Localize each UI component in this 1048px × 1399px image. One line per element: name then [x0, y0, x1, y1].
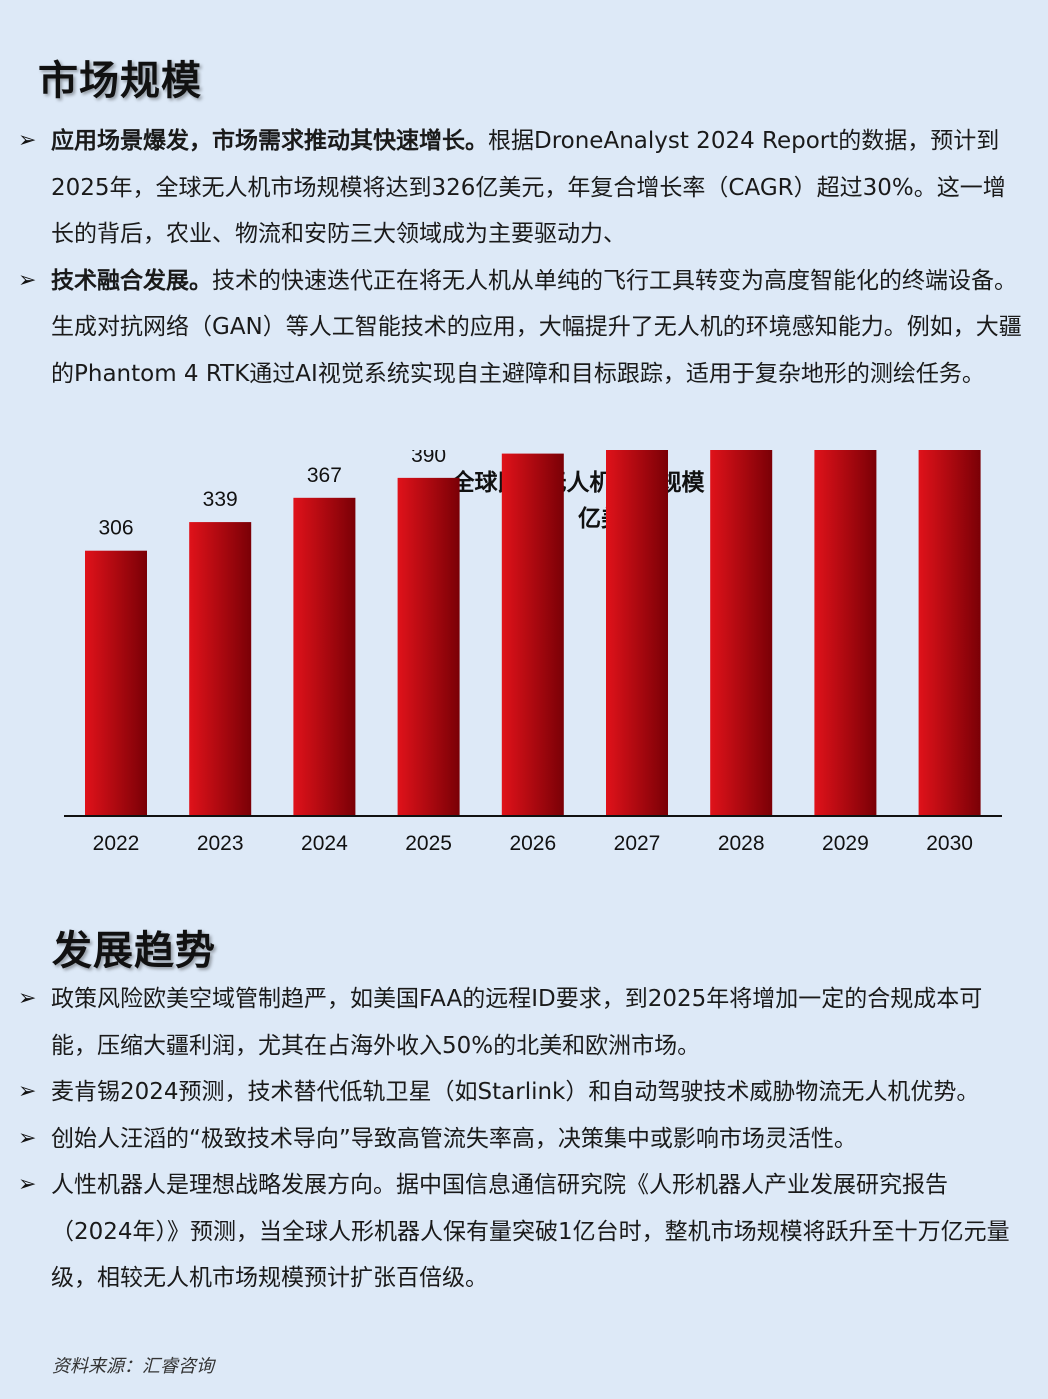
bar-2024	[293, 497, 356, 816]
x-tick-label-2029: 2029	[822, 832, 869, 855]
market-size-bullets: ➢ 应用场景爆发，市场需求推动其快速增长。根据DroneAnalyst 2024…	[18, 118, 1028, 397]
arrow-bullet-icon: ➢	[18, 1079, 37, 1104]
x-tick-label-2022: 2022	[93, 832, 140, 855]
x-tick-label-2025: 2025	[405, 832, 452, 855]
data-label-2023: 339	[203, 488, 238, 511]
bar-2030	[918, 450, 981, 816]
bullet-item: ➢ 技术融合发展。技术的快速迭代正在将无人机从单纯的飞行工具转变为高度智能化的终…	[18, 258, 1028, 398]
x-tick-label-2026: 2026	[509, 832, 556, 855]
x-tick-label-2028: 2028	[718, 832, 765, 855]
arrow-bullet-icon: ➢	[18, 1125, 37, 1151]
bullet-text: 技术的快速迭代正在将无人机从单纯的飞行工具转变为高度智能化的终端设备。生成对抗网…	[51, 267, 1022, 387]
section-title-trends: 发展趋势	[52, 927, 216, 974]
x-tick-label-2030: 2030	[926, 832, 973, 855]
bullet-item: ➢ 应用场景爆发，市场需求推动其快速增长。根据DroneAnalyst 2024…	[18, 118, 1028, 258]
market-size-bar-chart: 全球民用无人机市场规模 单位：亿美元 306202233920233672024…	[64, 450, 1002, 855]
bullet-text: 麦肯锡2024预测，技术替代低轨卫星（如Starlink）和自动驾驶技术威胁物流…	[51, 1079, 980, 1105]
arrow-bullet-icon: ➢	[18, 1172, 37, 1197]
bar-2023	[189, 522, 252, 816]
bar-2025	[397, 477, 460, 816]
trend-bullets: ➢ 政策风险欧美空域管制趋严，如美国FAA的远程ID要求，到2025年将增加一定…	[18, 976, 1028, 1302]
bullet-lead: 技术融合发展。	[51, 267, 212, 294]
x-tick-label-2024: 2024	[301, 832, 348, 855]
data-label-2024: 367	[307, 464, 342, 487]
bullet-item: ➢ 麦肯锡2024预测，技术替代低轨卫星（如Starlink）和自动驾驶技术威胁…	[18, 1069, 1028, 1116]
bullet-item: ➢ 人性机器人是理想战略发展方向。据中国信息通信研究院《人形机器人产业发展研究报…	[18, 1162, 1028, 1302]
bullet-item: ➢ 政策风险欧美空域管制趋严，如美国FAA的远程ID要求，到2025年将增加一定…	[18, 976, 1028, 1069]
section-title-market-size: 市场规模	[38, 57, 202, 104]
data-label-2022: 306	[98, 517, 133, 540]
bar-2026	[501, 453, 564, 816]
bar-2029	[814, 450, 877, 816]
source-note: 资料来源：汇睿咨询	[52, 1356, 214, 1377]
arrow-bullet-icon: ➢	[18, 267, 37, 293]
bar-group: 3062022339202336720243902025418202645220…	[85, 450, 981, 855]
bullet-item: ➢ 创始人汪滔的“极致技术导向”导致高管流失率高，决策集中或影响市场灵活性。	[18, 1116, 1028, 1163]
bullet-text: 政策风险欧美空域管制趋严，如美国FAA的远程ID要求，到2025年将增加一定的合…	[51, 986, 983, 1059]
bar-2022	[85, 550, 147, 816]
x-tick-label-2023: 2023	[197, 832, 244, 855]
bullet-text: 创始人汪滔的“极致技术导向”导致高管流失率高，决策集中或影响市场灵活性。	[51, 1125, 857, 1152]
bar-2027	[606, 450, 668, 816]
arrow-bullet-icon: ➢	[18, 986, 37, 1011]
arrow-bullet-icon: ➢	[18, 128, 37, 153]
bar-2028	[710, 450, 773, 816]
x-tick-label-2027: 2027	[614, 832, 661, 855]
bullet-lead: 应用场景爆发，市场需求推动其快速增长。	[51, 128, 488, 154]
bullet-text: 人性机器人是理想战略发展方向。据中国信息通信研究院《人形机器人产业发展研究报告（…	[51, 1172, 1010, 1291]
data-label-2025: 390	[411, 450, 446, 467]
bullet-text: 根据DroneAnalyst 2024 Report的数据，预计到2025年，全…	[51, 128, 1006, 247]
